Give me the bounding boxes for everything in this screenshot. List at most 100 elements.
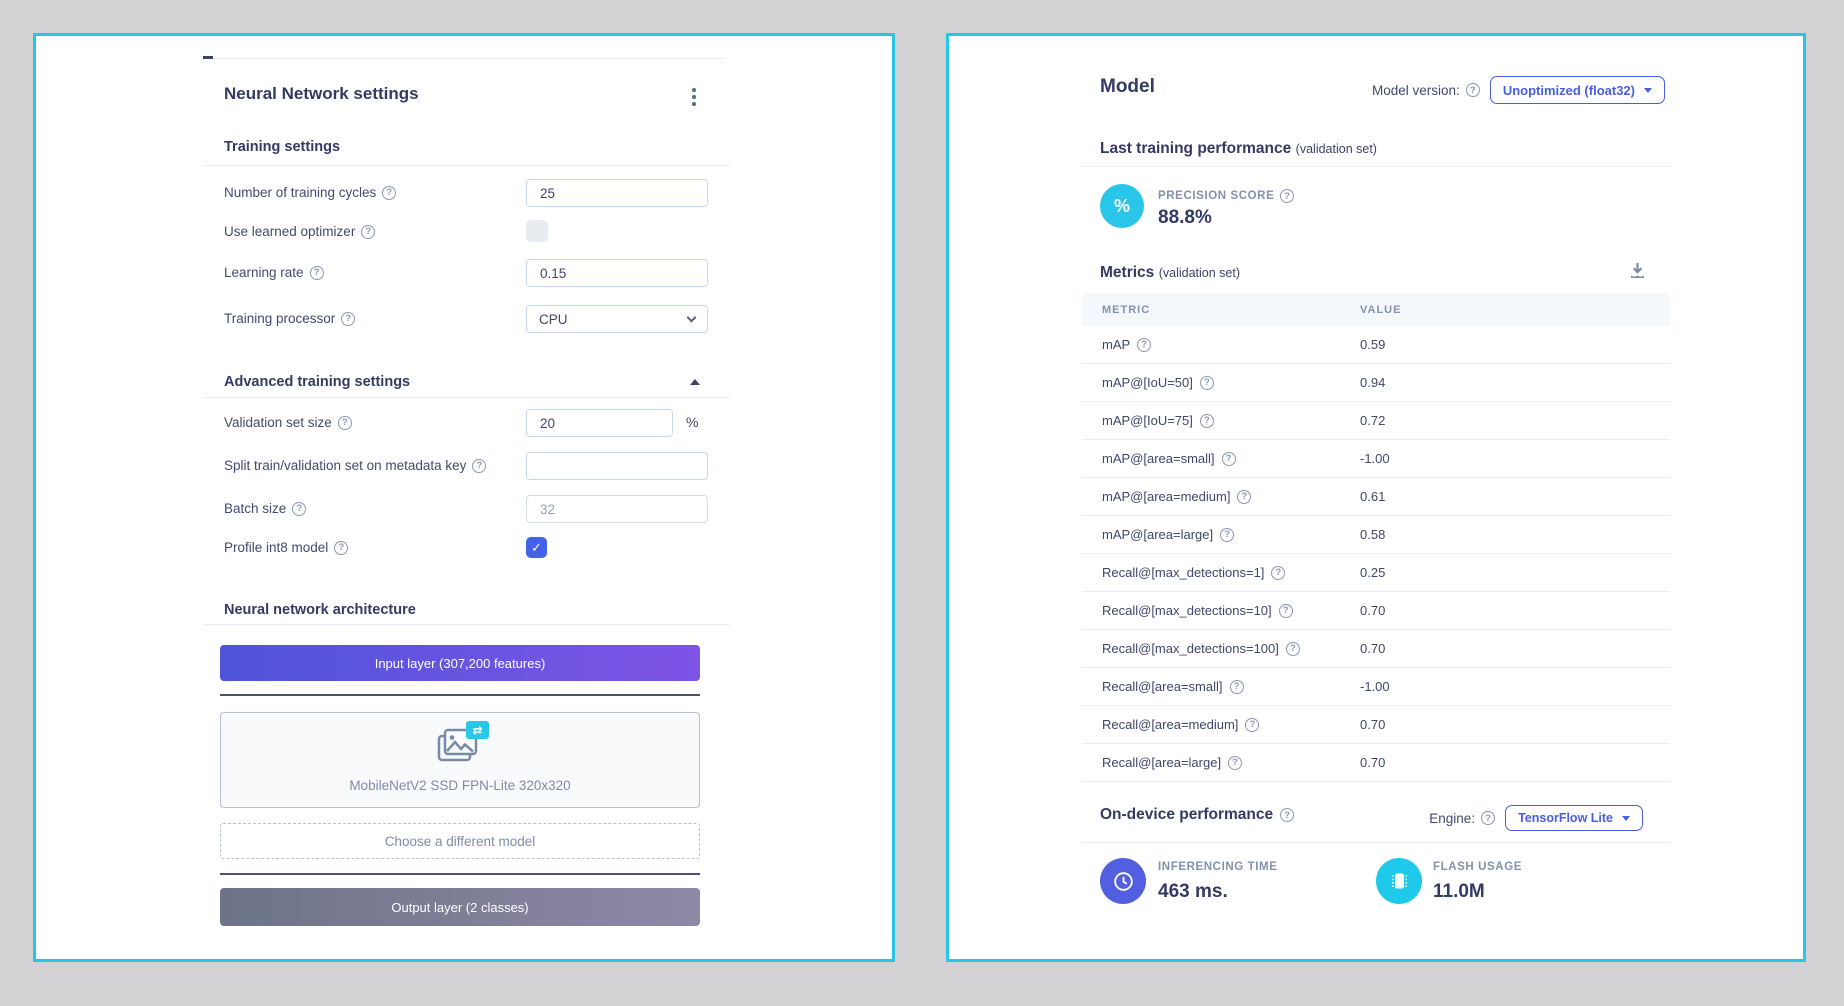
batch-size-input[interactable] (526, 495, 708, 523)
divider (203, 624, 730, 625)
help-icon[interactable]: ? (1285, 641, 1300, 656)
metric-value: 0.59 (1360, 337, 1386, 352)
metric-name: Recall@[max_detections=100]? (1082, 641, 1360, 656)
metric-value: -1.00 (1360, 679, 1390, 694)
download-icon[interactable] (1628, 261, 1647, 280)
metrics-table: METRIC VALUE mAP? 0.59 mAP@[IoU=50]? 0.94 mA… (1082, 293, 1670, 782)
training-processor-label: Training processor ? (224, 311, 356, 326)
metric-name: mAP@[IoU=75]? (1082, 413, 1360, 428)
metric-name: mAP@[IoU=50]? (1082, 375, 1360, 390)
help-icon[interactable]: ? (1481, 811, 1496, 825)
table-row: Recall@[area=large]? 0.70 (1082, 744, 1670, 782)
image-model-icon: ⇄ (437, 721, 489, 762)
collapse-caret-icon[interactable] (690, 379, 700, 385)
metric-name: Recall@[area=medium]? (1082, 717, 1360, 732)
divider (1082, 166, 1670, 167)
help-icon[interactable]: ? (1199, 413, 1214, 428)
help-icon[interactable]: ? (1280, 189, 1295, 203)
engine-group: Engine: ? TensorFlow Lite (1429, 805, 1643, 831)
metrics-table-body: mAP? 0.59 mAP@[IoU=50]? 0.94 mAP@[IoU=75]? 0.… (1082, 326, 1670, 782)
caret-down-icon (1622, 815, 1630, 821)
metric-name: mAP? (1082, 337, 1360, 352)
output-layer-block[interactable]: Output layer (2 classes) (220, 888, 700, 926)
help-icon[interactable]: ? (472, 458, 487, 473)
divider (1082, 842, 1670, 843)
help-icon[interactable]: ? (1465, 83, 1480, 97)
model-block[interactable]: ⇄ MobileNetV2 SSD FPN-Lite 320x320 (220, 712, 700, 808)
validation-size-input[interactable] (526, 409, 673, 437)
help-icon[interactable]: ? (1220, 527, 1235, 542)
help-icon[interactable]: ? (1271, 565, 1286, 580)
help-icon[interactable]: ? (1137, 337, 1152, 352)
help-icon[interactable]: ? (309, 265, 324, 280)
panel-top-divider (203, 58, 725, 59)
help-icon[interactable]: ? (341, 311, 356, 326)
table-row: Recall@[max_detections=10]? 0.70 (1082, 592, 1670, 630)
chevron-down-icon (686, 312, 697, 322)
metrics-table-header: METRIC VALUE (1082, 293, 1670, 326)
input-layer-block[interactable]: Input layer (307,200 features) (220, 645, 700, 681)
divider (203, 165, 730, 166)
inferencing-time-value: 463 ms. (1158, 881, 1228, 902)
table-row: Recall@[area=small]? -1.00 (1082, 668, 1670, 706)
metric-name: Recall@[area=large]? (1082, 755, 1360, 770)
metric-column-header: METRIC (1102, 303, 1151, 316)
training-processor-select[interactable]: CPU (526, 305, 708, 333)
metric-value: 0.70 (1360, 717, 1386, 732)
model-card-panel (946, 33, 1806, 962)
help-icon[interactable]: ? (337, 415, 352, 430)
metric-value: 0.70 (1360, 641, 1386, 656)
chip-icon (1376, 858, 1422, 904)
table-row: mAP@[area=large]? 0.58 (1082, 516, 1670, 554)
validation-size-label: Validation set size ? (224, 415, 352, 430)
scroll-artifact (203, 56, 213, 59)
help-icon[interactable]: ? (382, 185, 397, 200)
model-version-dropdown[interactable]: Unoptimized (float32) (1489, 76, 1665, 104)
learned-optimizer-checkbox[interactable] (526, 220, 548, 242)
split-metadata-input[interactable] (526, 452, 708, 480)
help-icon[interactable]: ? (1237, 489, 1252, 504)
metric-value: 0.61 (1360, 489, 1386, 504)
precision-score-value: 88.8% (1158, 207, 1212, 228)
help-icon[interactable]: ? (1229, 679, 1244, 694)
help-icon[interactable]: ? (292, 501, 307, 516)
table-row: mAP@[IoU=75]? 0.72 (1082, 402, 1670, 440)
kebab-menu-icon[interactable] (688, 84, 700, 110)
flash-usage-label: FLASH USAGE (1433, 861, 1523, 873)
flash-usage-value: 11.0M (1433, 881, 1485, 902)
training-settings-heading: Training settings (224, 139, 341, 155)
help-icon[interactable]: ? (1228, 755, 1243, 770)
training-cycles-input[interactable] (526, 179, 708, 207)
metric-value: 0.70 (1360, 603, 1386, 618)
ondevice-heading: On-device performance ? (1100, 806, 1295, 824)
inferencing-time-label: INFERENCING TIME (1158, 861, 1278, 873)
advanced-settings-heading: Advanced training settings (224, 374, 411, 390)
help-icon[interactable]: ? (1199, 375, 1214, 390)
metric-name: mAP@[area=medium]? (1082, 489, 1360, 504)
model-version-group: Model version: ? Unoptimized (float32) (1372, 76, 1665, 104)
precision-score-label: PRECISION SCORE ? (1158, 189, 1295, 203)
metric-value: 0.58 (1360, 527, 1386, 542)
learning-rate-input[interactable] (526, 259, 708, 287)
metric-name: mAP@[area=small]? (1082, 451, 1360, 466)
profile-int8-label: Profile int8 model ? (224, 540, 349, 555)
engine-dropdown[interactable]: TensorFlow Lite (1505, 805, 1643, 831)
table-row: mAP@[area=small]? -1.00 (1082, 440, 1670, 478)
table-row: mAP@[area=medium]? 0.61 (1082, 478, 1670, 516)
choose-model-button[interactable]: Choose a different model (220, 823, 700, 859)
engine-label: Engine: ? (1429, 811, 1496, 826)
metric-value: 0.72 (1360, 413, 1386, 428)
help-icon[interactable]: ? (361, 224, 376, 239)
divider (203, 397, 730, 398)
table-row: mAP? 0.59 (1082, 326, 1670, 364)
help-icon[interactable]: ? (1221, 451, 1236, 466)
help-icon[interactable]: ? (1245, 717, 1260, 732)
help-icon[interactable]: ? (334, 540, 349, 555)
help-icon[interactable]: ? (1280, 808, 1295, 822)
metric-name: Recall@[max_detections=10]? (1082, 603, 1360, 618)
profile-int8-checkbox[interactable]: ✓ (526, 537, 547, 558)
help-icon[interactable]: ? (1278, 603, 1293, 618)
metric-value: 0.25 (1360, 565, 1386, 580)
learned-optimizer-label: Use learned optimizer ? (224, 224, 376, 239)
table-row: Recall@[area=medium]? 0.70 (1082, 706, 1670, 744)
